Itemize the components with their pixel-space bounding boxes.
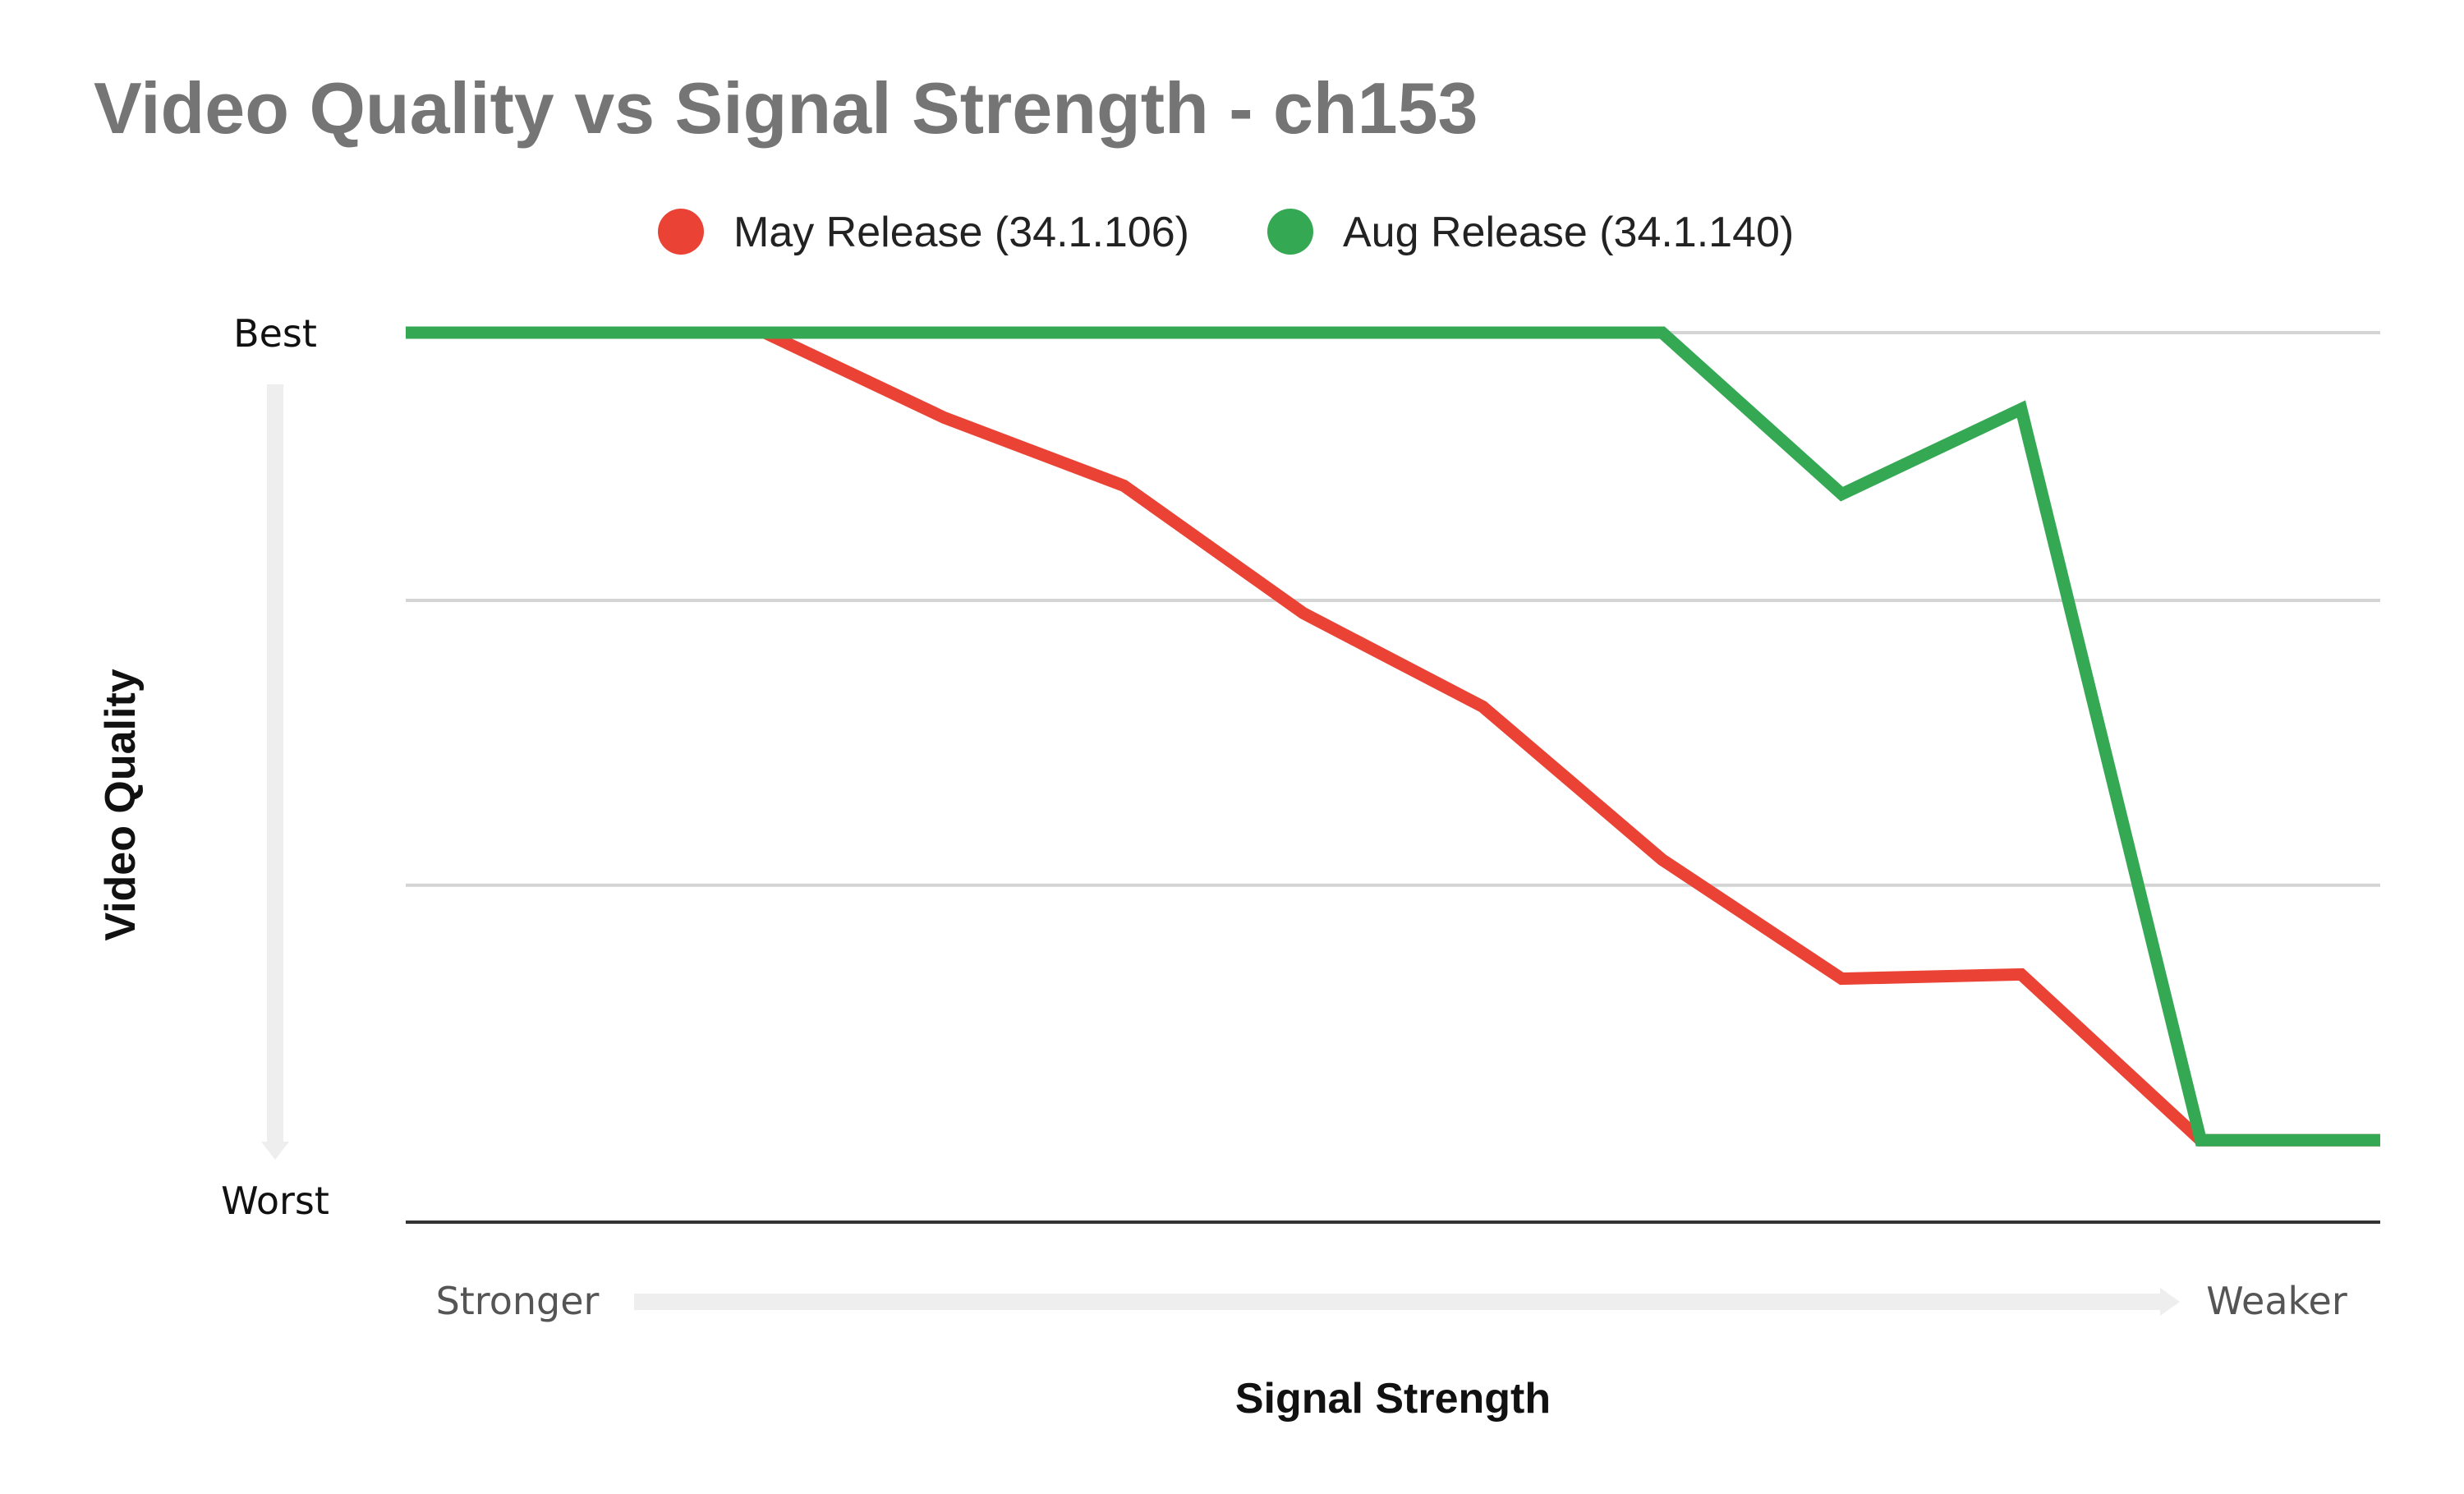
y-tick-best: Best <box>233 311 317 356</box>
x-axis-title: Signal Strength <box>1235 1375 1551 1423</box>
y-axis-title: Video Quality <box>97 669 145 940</box>
x-tick-stronger: Stronger <box>436 1279 600 1323</box>
x-arrow-head <box>2160 1288 2180 1316</box>
gridlines <box>406 331 2380 887</box>
legend: May Release (34.1.106) Aug Release (34.1.… <box>658 209 1794 256</box>
x-tick-weaker: Weaker <box>2206 1279 2347 1323</box>
chart-title: Video Quality vs Signal Strength - ch153 <box>94 67 1478 149</box>
legend-marker-0 <box>658 209 704 255</box>
series-line-1 <box>406 326 2380 1147</box>
y-arrow-head <box>261 1142 289 1160</box>
y-axis-direction-arrow <box>261 384 289 1160</box>
legend-marker-1 <box>1267 209 1313 255</box>
series-lines <box>406 326 2380 1147</box>
x-axis-direction-arrow <box>634 1288 2180 1316</box>
legend-label-1: Aug Release (34.1.140) <box>1343 209 1794 256</box>
y-tick-worst: Worst <box>221 1179 329 1223</box>
series-line-0 <box>406 326 2380 1147</box>
legend-label-0: May Release (34.1.106) <box>733 209 1189 256</box>
